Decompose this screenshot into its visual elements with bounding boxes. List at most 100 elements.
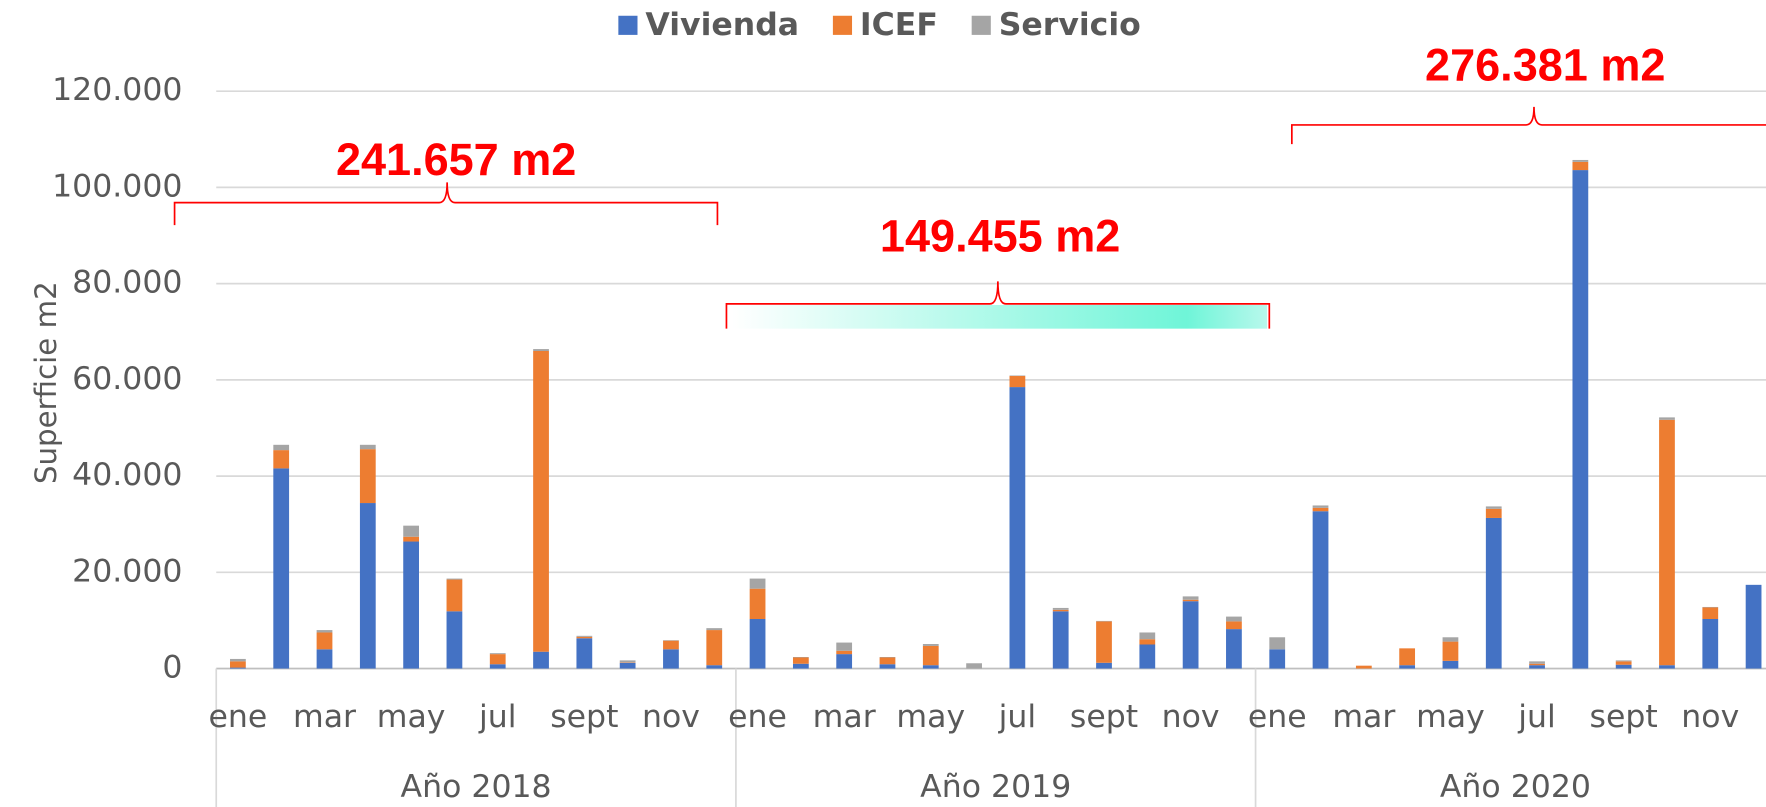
bar-segment <box>1312 507 1329 512</box>
bar-segment <box>1485 508 1502 518</box>
x-tick-label: jul <box>1517 699 1556 735</box>
bar-segment <box>1139 639 1156 645</box>
bar-segment <box>792 663 809 669</box>
bar-segment <box>1269 649 1286 669</box>
bar-segment <box>230 658 246 662</box>
bar-segment <box>403 541 420 669</box>
bar-segment <box>1485 517 1502 669</box>
brace <box>1290 106 1766 145</box>
bar-segment <box>1529 665 1545 669</box>
group-label: Año 2018 <box>401 769 552 805</box>
bar-segment <box>533 350 549 652</box>
bar-segment <box>446 579 463 612</box>
bar-segment <box>359 503 376 669</box>
y-tick-label: 120.000 <box>52 72 182 108</box>
bar-segment <box>1312 511 1329 669</box>
bar-segment <box>533 349 549 351</box>
y-tick-label: 40.000 <box>72 457 182 493</box>
bar-segment <box>836 642 853 651</box>
brace <box>725 281 1271 329</box>
bar-segment <box>1659 419 1675 666</box>
x-tick-label: may <box>896 699 965 735</box>
bar-segment <box>1615 664 1632 669</box>
bar-segment <box>273 450 290 469</box>
y-tick-label: 80.000 <box>72 265 182 301</box>
y-axis-label: Superficie m2 <box>29 281 63 484</box>
bar-segment <box>446 611 463 669</box>
bar-segment <box>1529 663 1545 666</box>
bar-segment <box>1485 506 1502 509</box>
bar-segment <box>749 578 766 589</box>
legend-label: ICEF <box>860 7 938 43</box>
bar-segment <box>1702 607 1719 620</box>
bar-segment <box>619 660 636 663</box>
bar-segment <box>749 619 766 669</box>
legend-label: Vivienda <box>645 7 799 43</box>
y-tick-label: 20.000 <box>72 553 182 589</box>
bar-segment <box>836 650 853 655</box>
annotation: 149.455 m2 <box>880 211 1120 262</box>
brace <box>173 182 719 226</box>
bar-segment <box>316 632 333 650</box>
bar-segment <box>1615 661 1632 665</box>
bar-segment <box>1442 637 1459 642</box>
x-tick-label: ene <box>209 699 268 735</box>
bar-segment <box>1702 619 1719 669</box>
bar-segment <box>1052 611 1069 669</box>
bar-segment <box>576 636 593 639</box>
x-tick-label: mar <box>1332 699 1395 735</box>
bar-segment <box>1009 376 1026 388</box>
bar-segment <box>1659 665 1675 669</box>
x-tick-label: sept <box>1070 699 1138 735</box>
x-tick-label: may <box>1416 699 1485 735</box>
bar-segment <box>403 525 420 537</box>
x-tick-label: mar <box>813 699 876 735</box>
bar-segment <box>1745 584 1762 669</box>
bar-segment <box>1139 632 1156 640</box>
bar-segment <box>1659 417 1675 420</box>
bar-segment <box>576 635 593 637</box>
bar-segment <box>403 536 420 542</box>
bar-segment <box>273 468 290 669</box>
bar-segment <box>1269 637 1286 650</box>
x-tick-label: jul <box>478 699 517 735</box>
bar-segment <box>446 578 463 580</box>
y-tick-label: 100.000 <box>52 168 182 204</box>
bar-segment <box>1096 621 1112 663</box>
bar-segment <box>489 654 506 665</box>
bar-segment <box>922 645 939 666</box>
bar-segment <box>1052 609 1069 612</box>
bar-segment <box>706 630 723 666</box>
legend-swatch <box>971 15 991 35</box>
bar-segment <box>576 638 593 669</box>
bar-segment <box>706 628 723 631</box>
bar-segment <box>1355 665 1372 669</box>
bar-segment <box>1399 648 1416 666</box>
bar-segment <box>230 667 246 669</box>
bar-segment <box>1182 599 1199 602</box>
bar-segment <box>489 653 506 655</box>
bar-segment <box>316 630 333 633</box>
annotation: 241.657 m2 <box>336 134 576 185</box>
x-tick-label: nov <box>642 699 700 735</box>
highlight <box>732 305 1268 329</box>
bar-segment <box>879 657 896 665</box>
bar-segment <box>922 665 939 669</box>
x-tick-label: ene <box>1248 699 1307 735</box>
bar-segment <box>879 664 896 669</box>
bar-segment <box>1052 607 1069 610</box>
bar-segment <box>1226 616 1242 622</box>
bar-segment <box>1182 601 1199 669</box>
bar-segment <box>533 651 549 669</box>
bar-segment <box>1312 505 1329 508</box>
bar-segment <box>1572 170 1589 669</box>
x-tick-label: may <box>377 699 446 735</box>
bar-segment <box>1226 629 1242 669</box>
bar-segment <box>1182 596 1199 600</box>
bar-segment <box>1572 161 1589 171</box>
bar-segment <box>1442 660 1459 669</box>
bar-segment <box>273 444 290 451</box>
x-tick-label: ene <box>728 699 787 735</box>
group-label: Año 2019 <box>920 769 1071 805</box>
